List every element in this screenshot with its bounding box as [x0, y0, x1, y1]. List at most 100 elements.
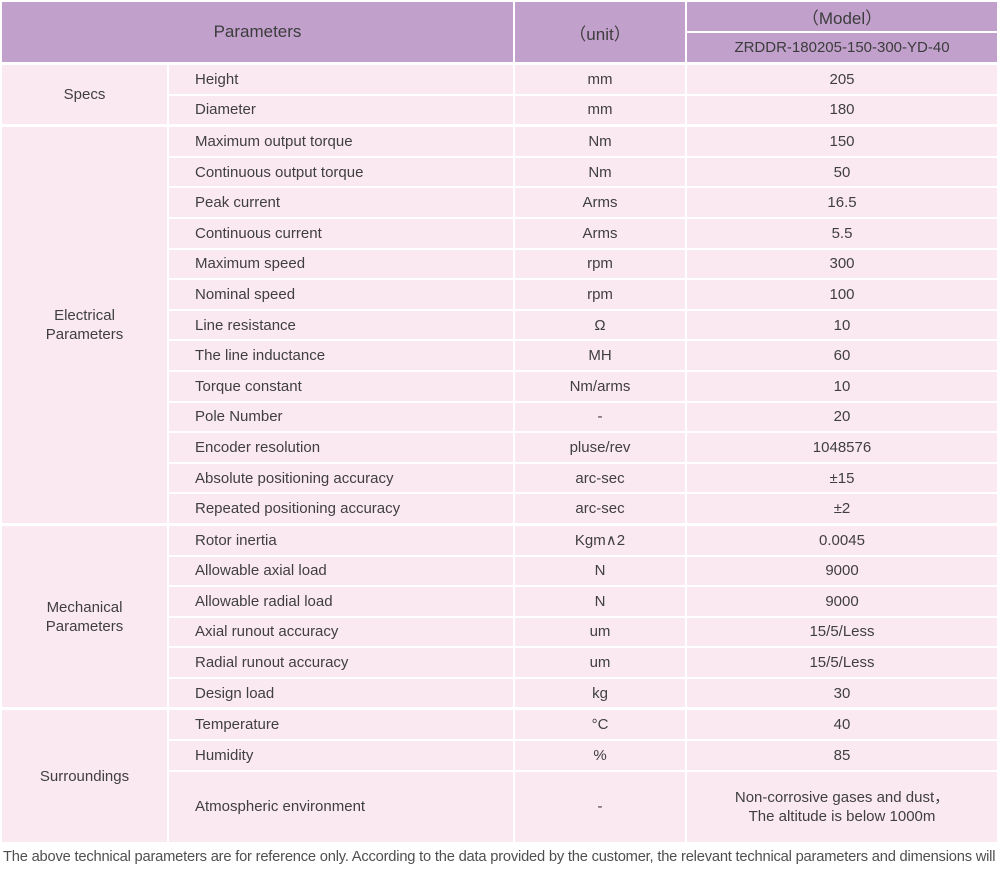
- param-cell: Axial runout accuracy: [169, 617, 513, 647]
- table-row: Absolute positioning accuracy arc-sec ±1…: [169, 463, 997, 493]
- header-model-label: （Model）: [687, 2, 997, 31]
- value-cell: 9000: [687, 587, 997, 616]
- value-cell: 10: [687, 310, 997, 340]
- unit-cell: MH: [515, 341, 685, 370]
- value-cell: 205: [687, 65, 997, 94]
- unit-cell: Kgm∧2: [515, 525, 685, 555]
- value-cell: 40: [687, 710, 997, 740]
- unit-cell: Arms: [515, 218, 685, 248]
- table-row: Design load kg 30: [169, 678, 997, 708]
- param-cell: Rotor inertia: [169, 525, 513, 555]
- param-cell: Pole Number: [169, 402, 513, 432]
- unit-cell: rpm: [515, 280, 685, 309]
- value-cell: 15/5/Less: [687, 617, 997, 647]
- table-row: Pole Number - 20: [169, 402, 997, 432]
- unit-cell: pluse/rev: [515, 433, 685, 462]
- unit-cell: N: [515, 587, 685, 616]
- table-header: Parameters （unit） （Model） ZRDDR-180205-1…: [2, 2, 997, 62]
- value-cell: 60: [687, 341, 997, 370]
- unit-cell: °C: [515, 710, 685, 740]
- group-rows: Temperature °C 40 Humidity % 85 Atmosphe…: [169, 710, 997, 842]
- table-row: Maximum speed rpm 300: [169, 249, 997, 279]
- param-cell: Radial runout accuracy: [169, 648, 513, 677]
- param-cell: Encoder resolution: [169, 433, 513, 462]
- param-cell: Torque constant: [169, 371, 513, 401]
- header-unit-label: （unit）: [515, 2, 685, 62]
- value-cell: 150: [687, 127, 997, 156]
- param-cell: Diameter: [169, 95, 513, 125]
- param-cell: Height: [169, 65, 513, 94]
- group-label: Mechanical Parameters: [2, 525, 167, 708]
- table-row: Allowable radial load N 9000: [169, 587, 997, 616]
- value-cell: 100: [687, 280, 997, 309]
- unit-cell: Ω: [515, 310, 685, 340]
- param-cell: Design load: [169, 678, 513, 708]
- value-cell: 20: [687, 402, 997, 432]
- table-row: Atmospheric environment - Non-corrosive …: [169, 771, 997, 842]
- table-row: Temperature °C 40: [169, 710, 997, 740]
- unit-cell: arc-sec: [515, 463, 685, 493]
- param-cell: Allowable axial load: [169, 556, 513, 586]
- parameter-group: Surroundings Temperature °C 40 Humidity …: [2, 710, 997, 842]
- table-row: Continuous output torque Nm 50: [169, 157, 997, 187]
- value-cell: 16.5: [687, 188, 997, 217]
- param-cell: Atmospheric environment: [169, 771, 513, 842]
- table-row: Allowable axial load N 9000: [169, 556, 997, 586]
- value-cell: 85: [687, 741, 997, 770]
- param-cell: Repeated positioning accuracy: [169, 494, 513, 523]
- table-row: Line resistance Ω 10: [169, 310, 997, 340]
- param-cell: Peak current: [169, 188, 513, 217]
- parameter-group: Specs Height mm 205 Diameter mm 180: [2, 65, 997, 125]
- table-row: Rotor inertia Kgm∧2 0.0045: [169, 525, 997, 555]
- unit-cell: um: [515, 648, 685, 677]
- param-cell: Humidity: [169, 741, 513, 770]
- param-cell: Absolute positioning accuracy: [169, 463, 513, 493]
- table-row: Diameter mm 180: [169, 95, 997, 125]
- param-cell: Continuous output torque: [169, 157, 513, 187]
- table-row: Humidity % 85: [169, 741, 997, 770]
- unit-cell: N: [515, 556, 685, 586]
- param-cell: The line inductance: [169, 341, 513, 370]
- unit-cell: -: [515, 771, 685, 842]
- unit-cell: mm: [515, 95, 685, 125]
- value-cell: 30: [687, 678, 997, 708]
- parameter-group: Electrical Parameters Maximum output tor…: [2, 127, 997, 523]
- value-cell: 300: [687, 249, 997, 279]
- group-label: Surroundings: [2, 710, 167, 842]
- value-cell: 180: [687, 95, 997, 125]
- param-cell: Allowable radial load: [169, 587, 513, 616]
- table-row: Repeated positioning accuracy arc-sec ±2: [169, 494, 997, 523]
- footer-note: The above technical parameters are for r…: [3, 848, 1000, 865]
- unit-cell: um: [515, 617, 685, 647]
- value-cell: 1048576: [687, 433, 997, 462]
- value-cell: 10: [687, 371, 997, 401]
- value-cell: Non-corrosive gases and dust， The altitu…: [687, 771, 997, 842]
- header-parameters-label: Parameters: [2, 2, 513, 62]
- param-cell: Continuous current: [169, 218, 513, 248]
- table-row: Radial runout accuracy um 15/5/Less: [169, 648, 997, 677]
- unit-cell: Nm: [515, 127, 685, 156]
- unit-cell: Arms: [515, 188, 685, 217]
- param-cell: Temperature: [169, 710, 513, 740]
- unit-cell: Nm: [515, 157, 685, 187]
- header-model-column: （Model） ZRDDR-180205-150-300-YD-40: [687, 2, 997, 62]
- param-cell: Line resistance: [169, 310, 513, 340]
- table-body: Specs Height mm 205 Diameter mm 180 Elec…: [2, 65, 997, 842]
- value-cell: 9000: [687, 556, 997, 586]
- param-cell: Maximum speed: [169, 249, 513, 279]
- group-rows: Maximum output torque Nm 150 Continuous …: [169, 127, 997, 523]
- unit-cell: arc-sec: [515, 494, 685, 523]
- value-cell: 5.5: [687, 218, 997, 248]
- value-cell: ±15: [687, 463, 997, 493]
- unit-cell: %: [515, 741, 685, 770]
- table-row: Maximum output torque Nm 150: [169, 127, 997, 156]
- header-model-value: ZRDDR-180205-150-300-YD-40: [687, 33, 997, 62]
- table-row: Torque constant Nm/arms 10: [169, 371, 997, 401]
- group-label: Specs: [2, 65, 167, 125]
- unit-cell: kg: [515, 678, 685, 708]
- table-row: Axial runout accuracy um 15/5/Less: [169, 617, 997, 647]
- group-rows: Height mm 205 Diameter mm 180: [169, 65, 997, 125]
- value-cell: 0.0045: [687, 525, 997, 555]
- group-rows: Rotor inertia Kgm∧2 0.0045 Allowable axi…: [169, 525, 997, 708]
